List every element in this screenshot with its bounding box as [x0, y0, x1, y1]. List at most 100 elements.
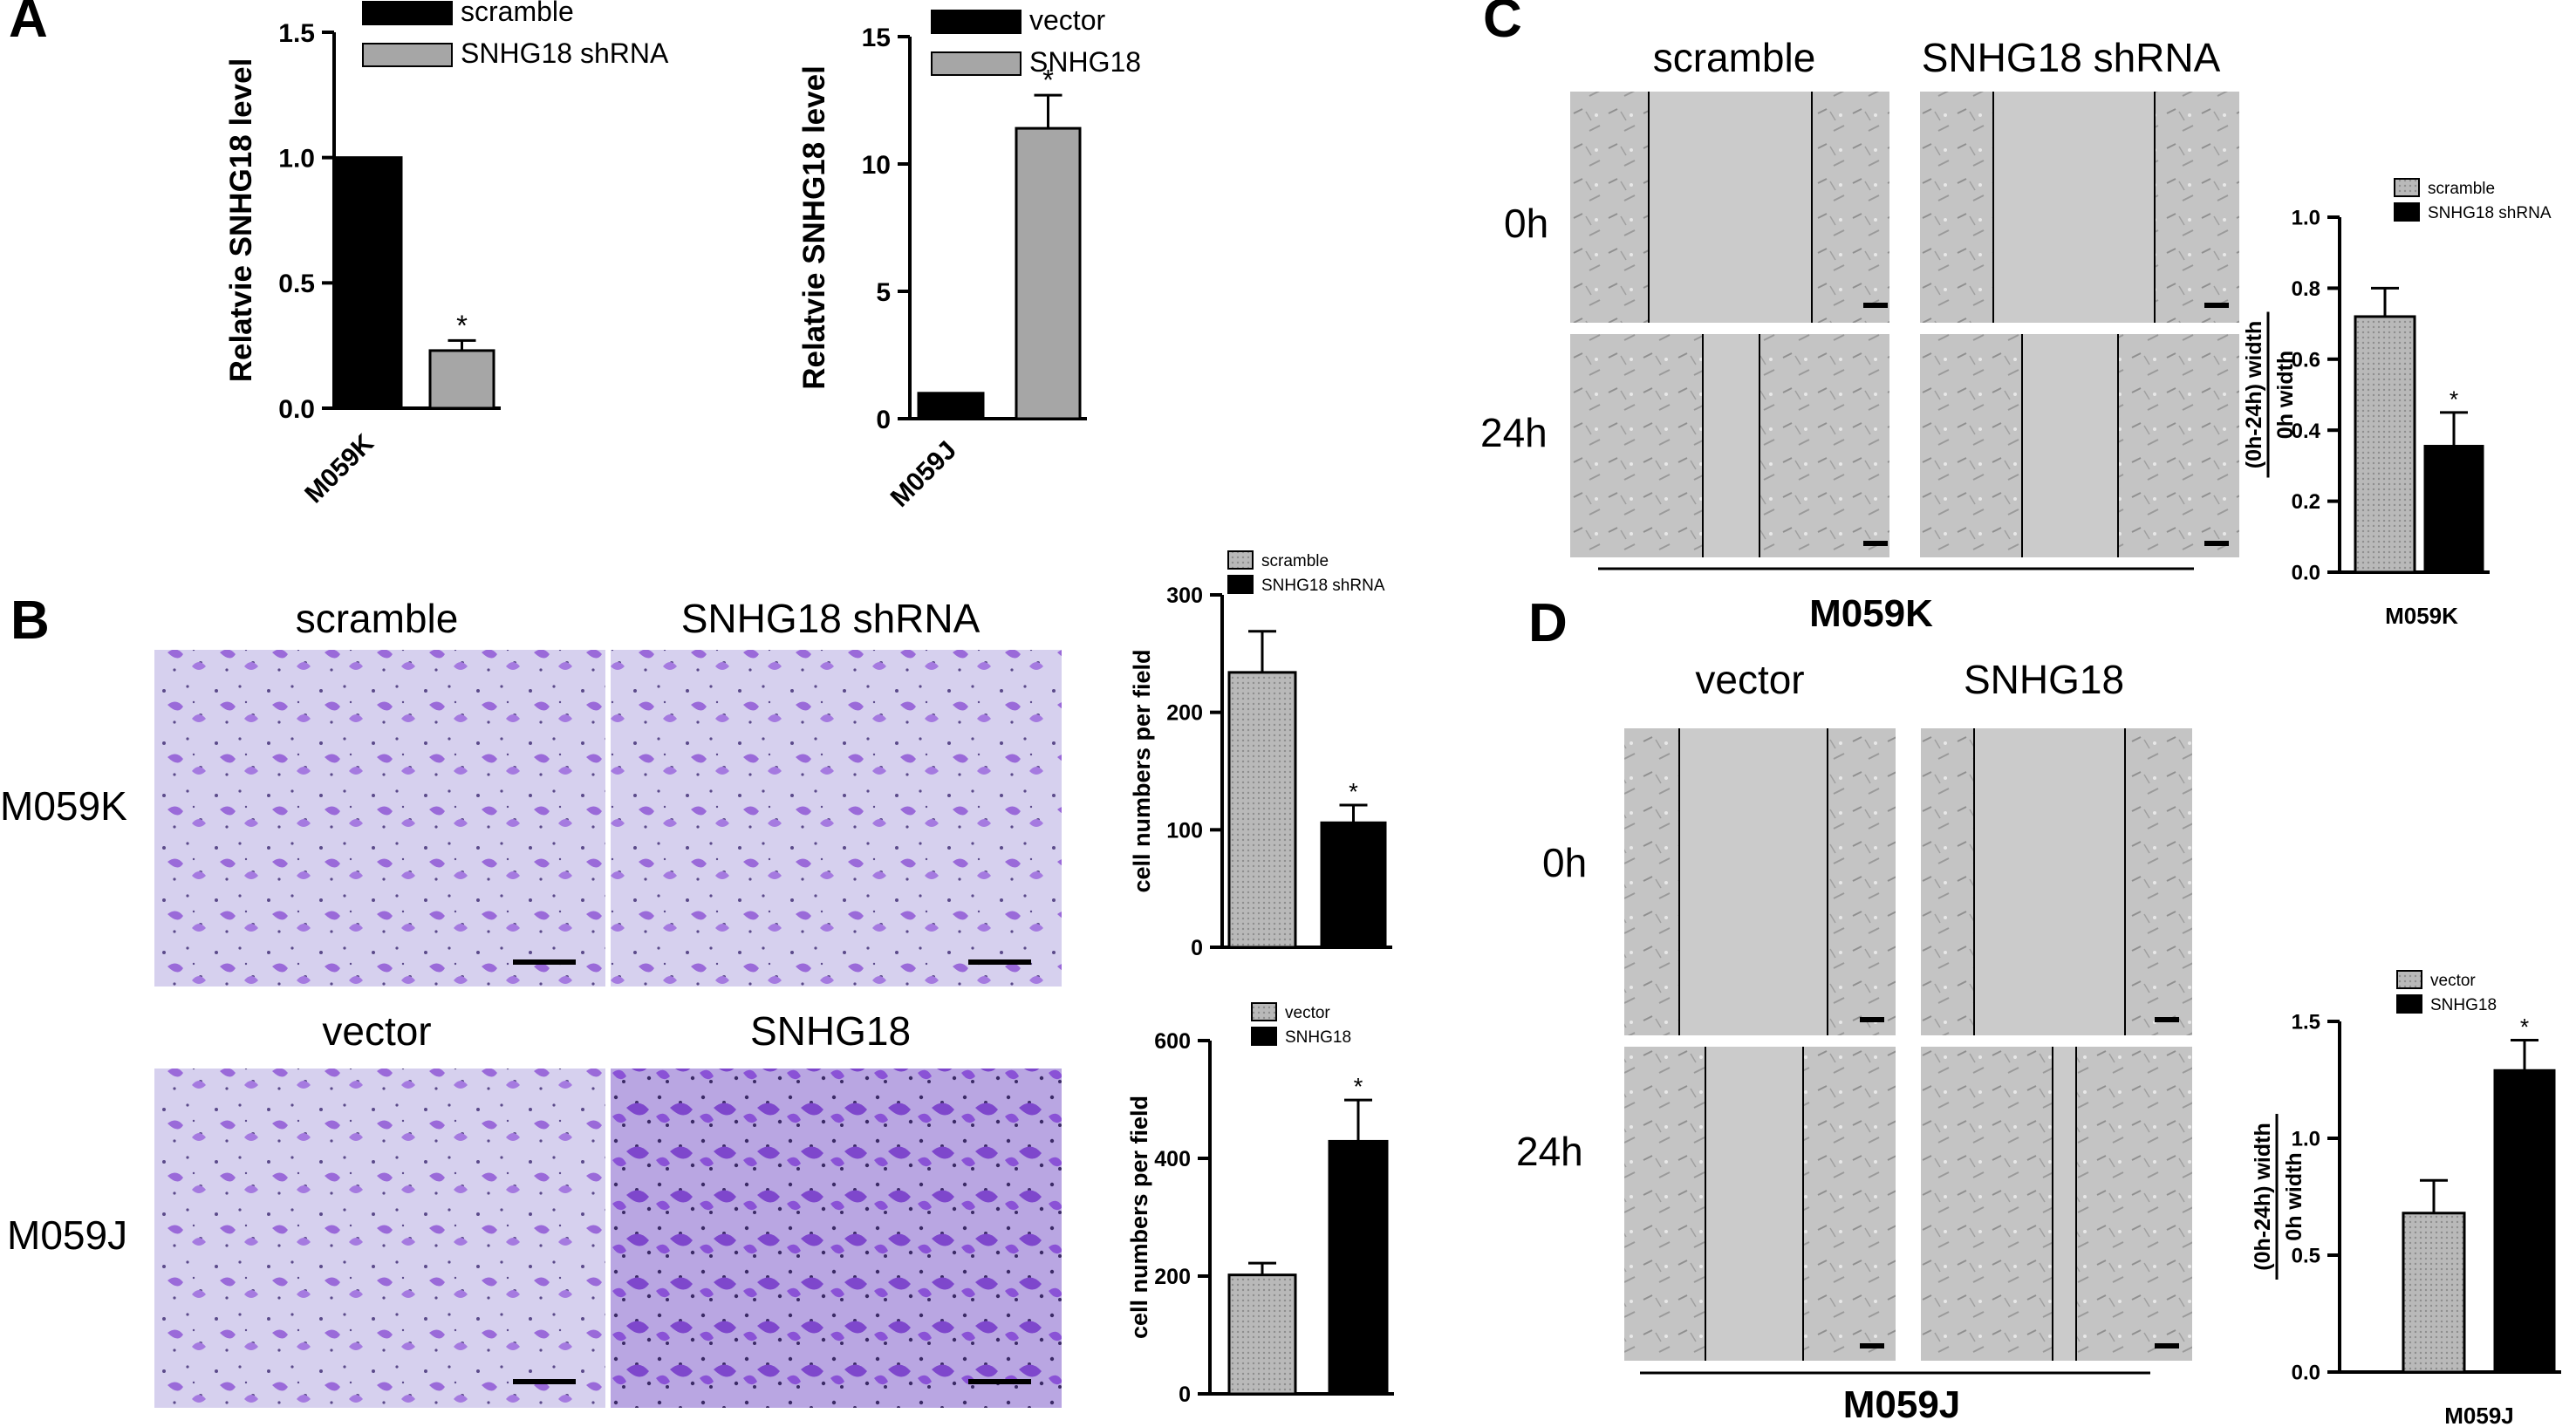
panel-b-row-m059k: M059K	[0, 783, 127, 829]
y-tick-label: 200	[1166, 701, 1203, 726]
legend-label: scramble	[2428, 180, 2495, 198]
wound-gap	[1974, 728, 2125, 1035]
y-axis-label-denominator: 0h width	[2273, 351, 2298, 439]
scale-bar	[2204, 541, 2229, 546]
legend-label: vector	[1029, 4, 1105, 36]
legend-label: scramble	[461, 0, 574, 27]
micrograph-m059j-snhg18	[611, 1069, 1062, 1408]
bar-snhg18	[2493, 1069, 2556, 1374]
scale-bar	[1860, 1017, 1884, 1022]
legend-swatch	[362, 1, 453, 25]
bar-vector	[2402, 1212, 2466, 1374]
category-label: M059K	[2385, 603, 2458, 629]
y-tick-label: 0.4	[2292, 420, 2321, 443]
panel-b-header-shrna: SNHG18 shRNA	[681, 596, 981, 641]
legend-label: vector	[2430, 972, 2476, 990]
legend-swatch	[2394, 178, 2420, 197]
micrograph-m059j-vector	[154, 1069, 605, 1408]
scale-bar	[1863, 541, 1888, 546]
panel-letter-b: B	[10, 591, 50, 651]
scale-bar	[968, 1379, 1031, 1384]
y-tick-label: 1.0	[278, 144, 315, 173]
y-tick-label: 200	[1154, 1265, 1191, 1289]
wound-gap	[1649, 92, 1812, 323]
panel-d-row-24h: 24h	[1516, 1129, 1583, 1174]
category-label: M059J	[2444, 1403, 2514, 1427]
y-axis-label: (0h-24h) width 0h width	[2251, 1114, 2306, 1280]
panel-c-images: scramble SNHG18 shRNA 0h 24h M059K	[1480, 35, 2239, 635]
y-tick-label: 300	[1166, 584, 1203, 608]
legend-label: vector	[1285, 1004, 1330, 1022]
significance-marker: *	[2450, 386, 2458, 413]
legend-swatch	[362, 43, 453, 67]
y-tick-label: 0	[1179, 1383, 1191, 1407]
legend-label: SNHG18 shRNA	[461, 38, 669, 69]
y-tick-label: 0.2	[2292, 490, 2320, 514]
y-axis-label: cell numbers per field	[1126, 1096, 1152, 1339]
y-tick-label: 400	[1154, 1147, 1191, 1171]
y-axis-label: Relatvie SNHG18 level	[224, 58, 258, 383]
legend-label: SNHG18	[1285, 1028, 1351, 1047]
scale-bar	[2204, 303, 2229, 308]
significance-marker: *	[2520, 1014, 2529, 1040]
legend-swatch	[2396, 970, 2422, 989]
panel-letter-c: C	[1483, 0, 1522, 49]
y-axis-label: (0h-24h) width 0h width	[2242, 311, 2298, 478]
panel-c-header-scramble: scramble	[1653, 35, 1816, 80]
legend-label: SNHG18	[2430, 996, 2497, 1014]
y-axis-label: Relatvie SNHG18 level	[797, 65, 831, 390]
y-tick-label: 1.0	[2292, 207, 2320, 230]
significance-marker: *	[456, 309, 468, 341]
legend-label: scramble	[1261, 552, 1329, 570]
wound-gap	[2022, 334, 2118, 557]
scale-bar	[1860, 1343, 1884, 1348]
wound-gap	[1679, 728, 1828, 1035]
panel-d-header-vector: vector	[1695, 657, 1804, 702]
chart-c: 0.0 0.2 0.4 0.6 0.8 1.0 * scramble SNHG18 shRNA (…	[2242, 178, 2552, 629]
y-tick-label: 5	[876, 278, 891, 307]
y-tick-label: 1.5	[2292, 1011, 2320, 1034]
panel-c-row-24h: 24h	[1480, 410, 1548, 455]
y-tick-label: 0.0	[2292, 562, 2320, 585]
scale-bar	[513, 959, 576, 965]
y-axis-label: cell numbers per field	[1129, 649, 1155, 892]
bar-vector	[917, 392, 985, 420]
legend-swatch	[1251, 1027, 1277, 1046]
scale-bar	[2155, 1343, 2179, 1348]
bar-snhg18-shrna	[1320, 821, 1387, 949]
panel-letter-a: A	[9, 0, 48, 49]
y-tick-label: 1.0	[2292, 1128, 2320, 1151]
y-tick-label: 100	[1166, 818, 1203, 843]
y-tick-label: 0.8	[2292, 277, 2320, 301]
panel-d-cell-line: M059J	[1843, 1383, 1961, 1426]
y-tick-label: 15	[862, 24, 891, 52]
wound-gap	[1703, 334, 1759, 557]
chart-b-m059k: 0 100 200 300 * scramble SNHG18 shRNA cell numb…	[1129, 550, 1392, 960]
panel-d-header-snhg18: SNHG18	[1964, 657, 2124, 702]
panel-c-row-0h: 0h	[1504, 201, 1548, 246]
legend-label: SNHG18	[1029, 46, 1141, 78]
legend-swatch	[2394, 202, 2420, 222]
bar-scramble	[1227, 671, 1297, 949]
chart-d: 0.0 0.5 1.0 1.5 * vector SNHG18 (0h-24h) width 0…	[2251, 970, 2561, 1427]
bar-scramble	[2354, 315, 2416, 574]
micrograph-m059k-scramble	[154, 650, 605, 987]
panel-b-header-snhg18: SNHG18	[750, 1008, 911, 1054]
significance-marker: *	[1042, 64, 1054, 96]
y-tick-label: 600	[1154, 1029, 1191, 1054]
scale-bar	[968, 959, 1031, 965]
bar-vector	[1227, 1273, 1297, 1396]
scale-bar	[513, 1379, 576, 1384]
panel-b-header-scramble: scramble	[296, 596, 459, 641]
legend-label: SNHG18 shRNA	[1261, 577, 1385, 595]
legend-swatch	[1227, 575, 1254, 594]
bar-snhg18	[1015, 126, 1082, 420]
y-tick-label: 1.5	[278, 19, 315, 48]
bar-snhg18-shrna	[428, 349, 495, 410]
panel-letter-d: D	[1528, 593, 1568, 653]
y-axis-label-numerator: (0h-24h) width	[2242, 321, 2266, 468]
panel-b-header-vector: vector	[322, 1008, 431, 1054]
wound-gap	[1993, 92, 2155, 323]
category-label: M059J	[885, 436, 962, 513]
